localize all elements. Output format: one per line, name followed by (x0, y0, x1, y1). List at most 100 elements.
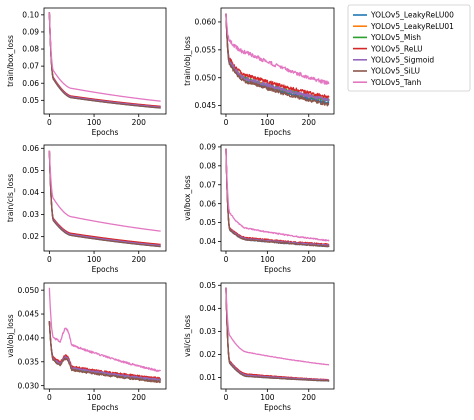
panel-val-obj_loss: 0 100 200 0.030 0.035 0.040 0.045 0.050 Epochs va… (6, 282, 167, 412)
series-line-YOLOv5_SiLU (225, 13, 330, 107)
y-tick-label: 0.030 (18, 381, 40, 390)
series-line-YOLOv5_SiLU (48, 12, 161, 109)
axes-frame (43, 144, 167, 252)
series-line-YOLOv5_SiLU (48, 150, 161, 248)
series-line-YOLOv5_Sigmoid (225, 13, 330, 102)
series-group (48, 150, 161, 248)
y-tick-label: 0.05 (199, 281, 216, 290)
x-tick-label: 100 (260, 393, 275, 402)
series-line-YOLOv5_ReLU (225, 148, 330, 246)
series-line-YOLOv5_Tanh (225, 13, 330, 85)
y-axis-label: train/cls_loss (6, 174, 15, 222)
x-tick-label: 100 (87, 118, 102, 127)
y-axis-label: val/cls_loss (183, 315, 192, 357)
x-tick-label: 0 (47, 393, 52, 402)
y-tick-label: 0.050 (18, 286, 40, 295)
x-axis-label: Epochs (92, 128, 119, 137)
y-tick-label: 0.01 (199, 373, 216, 382)
y-tick-label: 0.06 (199, 199, 216, 208)
y-tick-label: 0.08 (199, 161, 216, 170)
panel-train-box_loss: 0 100 200 0.05 0.06 0.07 0.08 0.09 0.10 Epochs tra… (6, 7, 167, 137)
y-tick-label: 0.05 (22, 166, 39, 175)
series-line-YOLOv5_Tanh (48, 150, 161, 232)
series-line-YOLOv5_SiLU (225, 148, 330, 248)
y-tick-label: 0.06 (22, 79, 39, 88)
axes-frame (220, 7, 335, 115)
series-line-YOLOv5_Tanh (225, 287, 330, 366)
y-tick-label: 0.06 (22, 144, 39, 153)
legend-entry: YOLOv5_SiLU (370, 67, 420, 76)
series-line-YOLOv5_SiLU (48, 321, 162, 384)
series-line-YOLOv5_ReLU (48, 321, 161, 380)
x-tick-label: 100 (260, 118, 275, 127)
series-line-YOLOv5_Sigmoid (48, 321, 162, 382)
panel-val-box_loss: 0 100 200 0.04 0.05 0.06 0.07 0.08 0.09 Epochs val… (183, 142, 335, 274)
y-axis-label: val/obj_loss (6, 314, 15, 357)
x-tick-label: 0 (47, 118, 52, 127)
x-axis-label: Epochs (92, 265, 119, 274)
panel-train-cls_loss: 0 100 200 0.02 0.03 0.04 0.05 0.06 Epochs train/c… (6, 144, 167, 274)
y-tick-label: 0.060 (195, 18, 217, 27)
y-tick-label: 0.035 (18, 357, 40, 366)
axes-frame (220, 144, 335, 252)
panel-train-obj_loss: 0 100 200 0.045 0.050 0.055 0.060 Epochs train/o… (183, 7, 335, 137)
series-line-YOLOv5_Sigmoid (48, 150, 161, 247)
panel-val-cls_loss: 0 100 200 0.01 0.02 0.03 0.04 0.05 Epochs val/cls… (183, 281, 335, 412)
y-tick-label: 0.07 (199, 180, 216, 189)
legend-frame (347, 4, 471, 92)
axes-frame (43, 7, 167, 115)
series-line-YOLOv5_ReLU (48, 12, 161, 107)
y-tick-label: 0.03 (22, 210, 39, 219)
series-line-YOLOv5_Mish (225, 287, 330, 382)
series-line-YOLOv5_Mish (225, 148, 330, 247)
series-line-YOLOv5_LeakyReLU01 (225, 287, 330, 382)
series-line-YOLOv5_ReLU (48, 150, 161, 246)
y-tick-label: 0.05 (22, 96, 39, 105)
y-tick-label: 0.055 (195, 45, 217, 54)
y-tick-label: 0.045 (18, 310, 40, 319)
x-axis-label: Epochs (264, 265, 291, 274)
x-tick-label: 200 (302, 393, 317, 402)
y-tick-label: 0.04 (199, 304, 216, 313)
legend-entry: YOLOv5_ReLU (370, 44, 423, 53)
series-group (225, 13, 330, 107)
y-axis-label: train/box_loss (6, 35, 15, 87)
axes-frame (43, 282, 167, 390)
series-line-YOLOv5_Tanh (48, 287, 162, 373)
legend-entry: YOLOv5_LeakyReLU01 (370, 22, 454, 31)
x-tick-label: 0 (224, 393, 229, 402)
series-line-YOLOv5_Sigmoid (225, 148, 330, 247)
y-tick-label: 0.05 (199, 218, 216, 227)
y-tick-label: 0.03 (199, 327, 216, 336)
y-tick-label: 0.02 (199, 350, 216, 359)
x-tick-label: 100 (87, 393, 102, 402)
series-group (225, 287, 330, 382)
series-line-YOLOv5_LeakyReLU01 (225, 148, 330, 247)
x-tick-label: 200 (132, 393, 147, 402)
y-tick-label: 0.08 (22, 45, 39, 54)
x-tick-label: 100 (260, 255, 275, 264)
x-tick-label: 0 (224, 118, 229, 127)
x-tick-label: 200 (302, 255, 317, 264)
y-tick-label: 0.050 (195, 73, 217, 82)
series-line-YOLOv5_Sigmoid (225, 287, 330, 381)
x-axis-label: Epochs (264, 128, 291, 137)
y-tick-label: 0.04 (22, 188, 39, 197)
y-tick-label: 0.09 (22, 28, 39, 37)
axes-frame (220, 282, 335, 390)
series-line-YOLOv5_Tanh (225, 148, 330, 242)
x-tick-label: 0 (47, 255, 52, 264)
series-line-YOLOv5_Tanh (48, 12, 161, 102)
legend-entry: YOLOv5_Mish (370, 33, 421, 42)
y-axis-label: train/obj_loss (183, 36, 192, 86)
series-line-YOLOv5_SiLU (225, 287, 330, 382)
x-tick-label: 0 (224, 255, 229, 264)
y-tick-label: 0.07 (22, 62, 39, 71)
x-tick-label: 100 (87, 255, 102, 264)
series-line-YOLOv5_LeakyReLU00 (225, 287, 330, 382)
series-line-YOLOv5_ReLU (225, 13, 330, 99)
x-axis-label: Epochs (92, 403, 119, 412)
series-group (48, 287, 162, 384)
y-tick-label: 0.040 (18, 334, 40, 343)
y-tick-label: 0.04 (199, 237, 216, 246)
